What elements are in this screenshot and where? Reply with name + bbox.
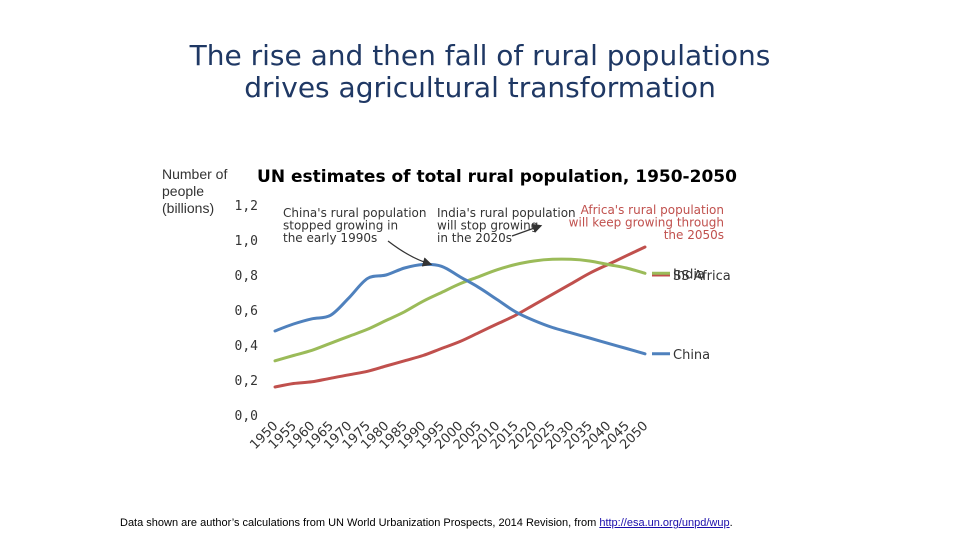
legend-label-ss-africa: SS Africa xyxy=(673,269,731,284)
africa-annotation-line-2: will keep growing through xyxy=(569,216,724,230)
legend-label-india: India xyxy=(673,267,705,282)
footnote-end: . xyxy=(729,517,733,529)
india-annotation-arrow xyxy=(511,223,543,237)
africa-annotation-line-3: the 2050s xyxy=(664,228,724,242)
y-axis-label-line-3: (billions) xyxy=(162,200,215,216)
china-annotation-line-1: China's rural population xyxy=(283,206,426,220)
india-annotation-line-3: in the 2020s xyxy=(437,231,512,245)
y-tick-label: 0,0 xyxy=(235,409,258,424)
series-line-india xyxy=(273,257,647,363)
series-line-china xyxy=(273,262,647,356)
slide-title-line-1: The rise and then fall of rural populati… xyxy=(189,39,771,72)
india-annotation-line-2: will stop growing xyxy=(437,219,538,233)
footnote-text: Data shown are author’s calculations fro… xyxy=(120,517,600,529)
india-annotation-line-1: India's rural population xyxy=(437,206,576,220)
y-tick-label: 1,2 xyxy=(235,199,258,214)
footnote: Data shown are author’s calculations fro… xyxy=(120,517,733,529)
footnote-link[interactable]: http://esa.un.org/unpd/wup xyxy=(599,517,730,529)
chart-title: UN estimates of total rural population, … xyxy=(257,167,737,187)
y-axis-label: Number of people (billions) xyxy=(162,166,227,217)
china-annotation-arrow xyxy=(387,240,433,267)
slide-title-line-2: drives agricultural transformation xyxy=(244,71,716,104)
y-tick-label: 0,4 xyxy=(235,339,259,354)
slide-title: The rise and then fall of rural populati… xyxy=(0,40,960,104)
y-tick-label: 0,8 xyxy=(235,269,258,284)
y-axis-label-line-2: people xyxy=(162,183,205,199)
africa-annotation-line-1: Africa's rural population xyxy=(581,203,724,217)
y-tick-label: 1,0 xyxy=(235,234,258,249)
china-annotation-line-2: stopped growing in xyxy=(283,219,398,233)
y-tick-label: 0,6 xyxy=(235,304,258,319)
series-line-ss-africa xyxy=(273,245,647,389)
y-axis-label-line-1: Number of xyxy=(162,166,228,182)
y-tick-label: 0,2 xyxy=(235,374,258,389)
china-annotation-line-3: the early 1990s xyxy=(283,231,377,245)
legend-label-china: China xyxy=(673,348,710,363)
